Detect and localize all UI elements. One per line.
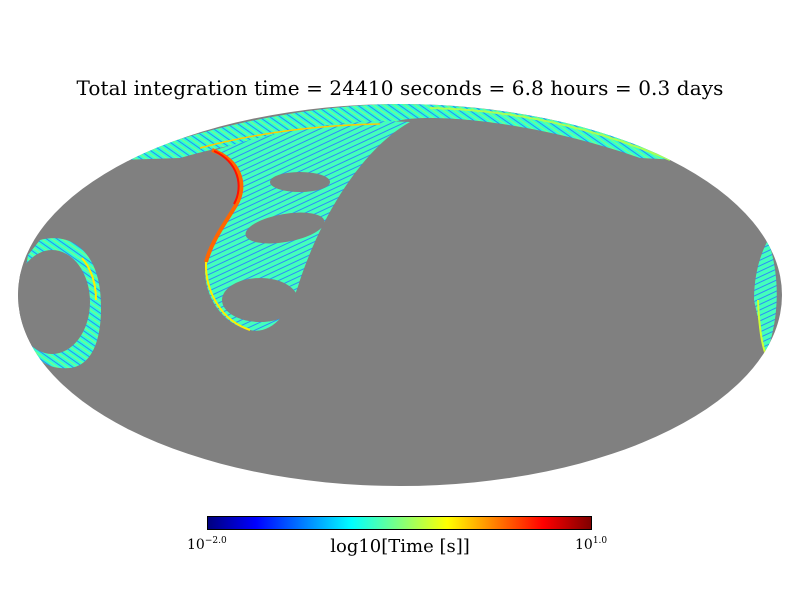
coverage-top-streak xyxy=(199,123,381,149)
coverage-gap-1 xyxy=(222,278,298,322)
sky-background xyxy=(18,104,782,486)
coverage-left-warm-edge xyxy=(81,257,97,301)
colorbar xyxy=(207,516,592,530)
coverage-hot-edge-inner xyxy=(213,150,240,205)
colorbar-label: log10[Time [s]] xyxy=(330,536,470,557)
coverage-gap-2 xyxy=(245,212,325,244)
coverage-warm-edge xyxy=(204,261,251,331)
coverage-top-right-streak xyxy=(429,107,671,161)
coverage-gap-3 xyxy=(270,172,330,192)
colorbar-max-tick: 101.0 xyxy=(575,536,608,553)
colorbar-min-tick: 10−2.0 xyxy=(187,536,227,553)
coverage-top-band xyxy=(120,104,680,160)
coverage-hot-edge xyxy=(204,148,244,263)
coverage-left-gap xyxy=(18,250,90,354)
coverage-right-sliver xyxy=(754,240,777,355)
chart-title: Total integration time = 24410 seconds =… xyxy=(76,76,724,100)
